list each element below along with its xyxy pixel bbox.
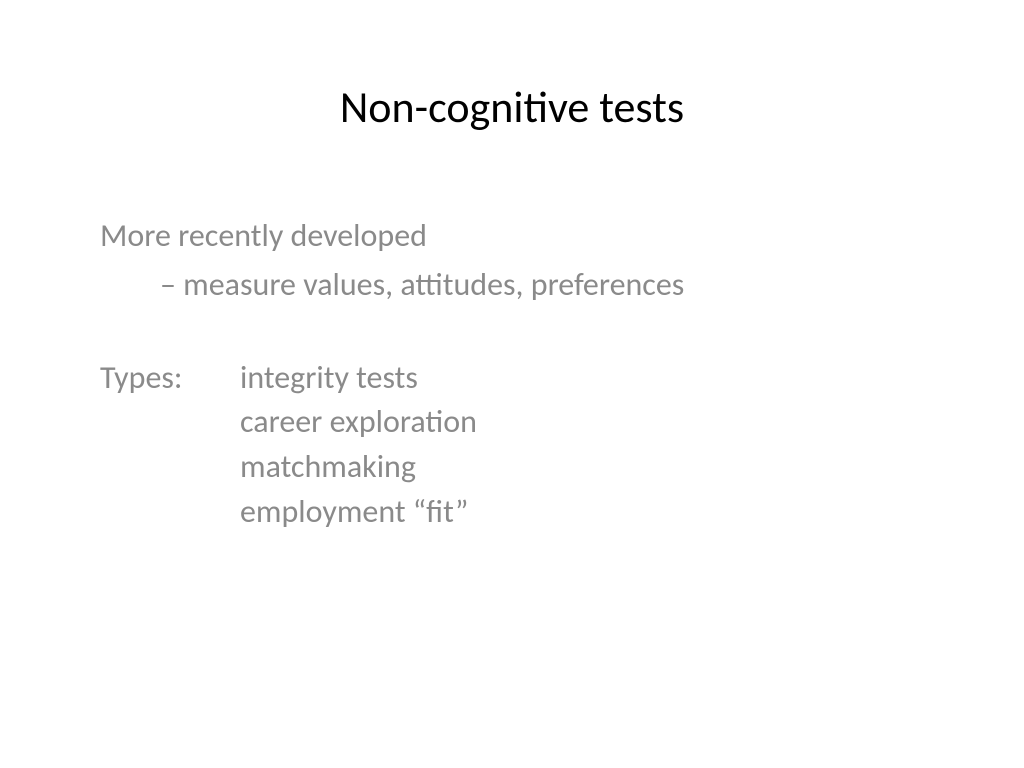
body-line-2: – measure values, attitudes, preferences — [100, 263, 924, 308]
slide-container: Non-cognitive tests More recently develo… — [0, 0, 1024, 768]
types-item: career exploration — [240, 400, 477, 445]
types-item: matchmaking — [240, 445, 477, 490]
types-list: integrity tests career exploration match… — [240, 356, 477, 535]
types-item: employment “fit” — [240, 490, 477, 535]
types-block: Types: integrity tests career exploratio… — [100, 356, 924, 535]
types-label: Types: — [100, 356, 240, 535]
types-item: integrity tests — [240, 356, 477, 401]
slide-body: More recently developed – measure values… — [100, 214, 924, 535]
slide-title: Non-cognitive tests — [100, 80, 924, 134]
body-line-1: More recently developed — [100, 214, 924, 259]
